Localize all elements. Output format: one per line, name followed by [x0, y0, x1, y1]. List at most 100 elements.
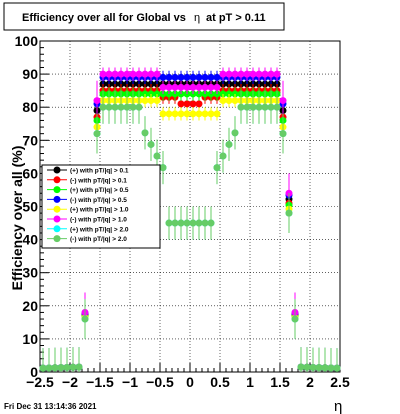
plot-title: Efficiency over all for Global vs: [22, 12, 186, 24]
data-point: [201, 110, 209, 118]
data-point: [147, 97, 155, 105]
data-point: [117, 70, 125, 78]
data-point: [201, 219, 209, 227]
data-point: [219, 70, 227, 78]
y-tick-label: 80: [22, 99, 38, 115]
data-point: [249, 103, 257, 111]
x-tick-label: 2: [306, 374, 314, 390]
data-point: [231, 70, 239, 78]
data-point: [75, 363, 83, 371]
data-point: [189, 83, 197, 91]
data-point: [195, 100, 203, 108]
data-point: [171, 83, 179, 91]
data-point: [183, 219, 191, 227]
data-point: [159, 73, 167, 81]
data-point: [45, 364, 53, 372]
legend-label: (+) with pT/|q| > 1.0: [70, 207, 129, 214]
data-point: [189, 73, 197, 81]
x-tick-label: 2.5: [330, 374, 350, 390]
data-point: [63, 363, 71, 371]
data-point: [189, 110, 197, 118]
data-point: [171, 110, 179, 118]
data-point: [57, 364, 65, 372]
data-point: [207, 73, 215, 81]
data-point: [237, 103, 245, 111]
data-point: [135, 103, 143, 111]
data-point: [225, 140, 233, 148]
y-axis-label: Efficiency over all (%): [9, 146, 25, 291]
data-point: [111, 103, 119, 111]
data-point: [165, 73, 173, 81]
x-tick-label: 0: [186, 374, 194, 390]
data-point: [105, 103, 113, 111]
data-point: [93, 130, 101, 138]
legend-frame: [41, 164, 161, 249]
data-point: [327, 364, 335, 372]
data-point: [183, 100, 191, 108]
data-point: [51, 364, 59, 372]
data-point: [279, 97, 287, 105]
y-tick-label: 0: [30, 364, 38, 380]
y-tick-label: 30: [22, 265, 38, 281]
data-point: [195, 73, 203, 81]
data-point: [189, 219, 197, 227]
x-tick-label: 1: [246, 374, 254, 390]
data-point: [153, 152, 161, 160]
data-point: [255, 103, 263, 111]
data-point: [225, 97, 233, 105]
data-point: [195, 83, 203, 91]
data-point: [159, 83, 167, 91]
data-point: [141, 70, 149, 78]
data-point: [195, 110, 203, 118]
data-point: [99, 70, 107, 78]
data-point: [285, 209, 293, 217]
legend-marker: [53, 176, 61, 184]
legend-marker: [53, 166, 61, 174]
data-point: [315, 364, 323, 372]
data-point: [267, 70, 275, 78]
data-point: [273, 70, 281, 78]
data-point: [267, 103, 275, 111]
legend-marker: [53, 235, 61, 243]
data-point: [309, 363, 317, 371]
data-point: [273, 103, 281, 111]
y-tick-label: 40: [22, 232, 38, 248]
data-point: [201, 73, 209, 81]
legend-marker: [53, 205, 61, 213]
data-point: [321, 364, 329, 372]
data-point: [129, 103, 137, 111]
data-point: [147, 70, 155, 78]
x-tick-label: 0.5: [210, 374, 230, 390]
data-point: [171, 219, 179, 227]
legend-label: (-) with pT/|q| > 2.0: [70, 236, 127, 243]
y-tick-label: 20: [22, 298, 38, 314]
x-tick-label: −2: [62, 374, 78, 390]
legend-marker: [53, 195, 61, 203]
data-point: [207, 110, 215, 118]
legend-label: (-) with pT/|q| > 0.1: [70, 177, 127, 184]
y-tick-label: 50: [22, 199, 38, 215]
data-point: [123, 103, 131, 111]
data-point: [297, 363, 305, 371]
data-point: [141, 97, 149, 105]
title-box: Efficiency over all for Global vs η at p…: [3, 2, 285, 31]
y-tick-label: 100: [15, 33, 39, 49]
data-point: [225, 70, 233, 78]
data-point: [105, 70, 113, 78]
legend-marker: [53, 186, 61, 194]
data-point: [123, 70, 131, 78]
data-point: [279, 130, 287, 138]
legend: (+) with pT/|q| > 0.1 (-) with pT/|q| > 0…: [41, 164, 161, 249]
x-axis-label: η: [334, 398, 342, 414]
data-point: [213, 110, 221, 118]
data-point: [99, 103, 107, 111]
legend-label: (+) with pT/|q| > 0.1: [70, 168, 129, 175]
data-point: [141, 129, 149, 137]
data-point: [303, 363, 311, 371]
data-point: [213, 164, 221, 172]
data-point: [183, 73, 191, 81]
data-point: [219, 97, 227, 105]
data-point: [333, 364, 341, 372]
y-tick-label: 60: [22, 165, 38, 181]
